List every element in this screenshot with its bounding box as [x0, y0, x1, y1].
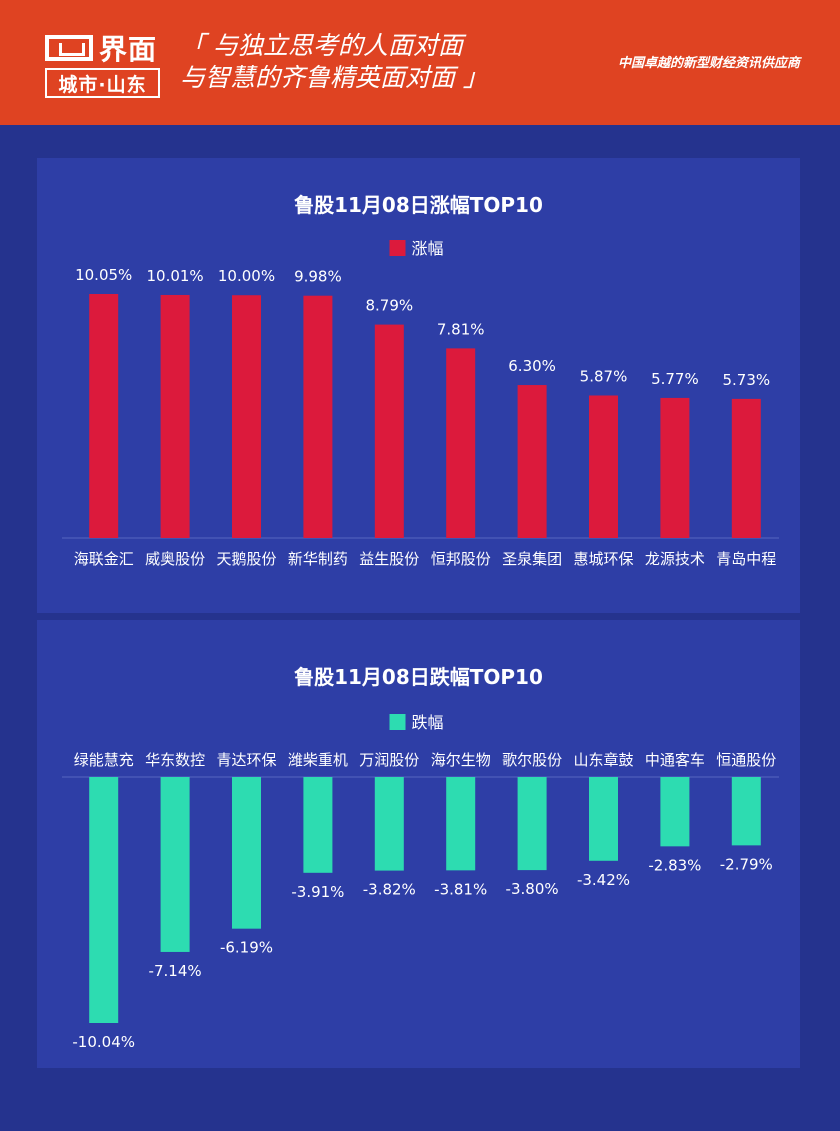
data-label: -7.14% — [149, 962, 202, 980]
data-label: 10.05% — [75, 266, 132, 284]
data-label: -2.83% — [648, 856, 701, 874]
tick-label: 恒邦股份 — [431, 550, 491, 568]
tick-label: 新华制药 — [288, 550, 348, 568]
tick-label: 龙源技术 — [645, 550, 705, 568]
bar-恒邦股份 — [446, 348, 476, 538]
bar-圣泉集团 — [517, 385, 547, 538]
data-label: -2.79% — [720, 855, 773, 873]
tick-label: 惠城环保 — [573, 550, 633, 568]
bar-青岛中程 — [731, 398, 761, 538]
losers-panel: 鲁股11月08日跌幅TOP10 跌幅 -10.04% 绿能慧充 -7.14% 华东数控 -6… — [37, 620, 800, 1068]
data-label: -3.80% — [506, 880, 559, 898]
bar-潍柴重机 — [303, 777, 333, 873]
tick-label: 绿能慧充 — [74, 751, 134, 769]
tick-label: 歌尔股份 — [502, 751, 562, 769]
tick-label: 青岛中程 — [716, 550, 776, 568]
data-label: -6.19% — [220, 939, 273, 957]
bar-新华制药 — [303, 295, 333, 538]
tick-label: 青达环保 — [216, 751, 276, 769]
bar-海联金汇 — [89, 294, 119, 538]
data-label: -3.82% — [363, 881, 416, 899]
tick-label: 万润股份 — [359, 751, 419, 769]
data-label: -10.04% — [72, 1033, 135, 1051]
legend-swatch — [389, 714, 406, 730]
bar-歌尔股份 — [517, 777, 547, 871]
data-label: 5.87% — [580, 367, 628, 385]
gainers-chart: 鲁股11月08日涨幅TOP10 涨幅 10.05% 海联金汇 10.01% 威奥股份 10.… — [62, 193, 779, 568]
data-label: 10.00% — [218, 267, 275, 285]
bar-山东章鼓 — [589, 777, 618, 861]
legend-swatch — [389, 240, 406, 256]
data-label: 8.79% — [365, 297, 413, 315]
bar-绿能慧充 — [89, 777, 119, 1023]
bar-龙源技术 — [660, 397, 690, 538]
logo-text: 界面 — [99, 33, 158, 66]
slogan: 「 与独立思考的人面对面 与智慧的齐鲁精英面对面 」 — [180, 30, 488, 94]
losers-chart: 鲁股11月08日跌幅TOP10 跌幅 -10.04% 绿能慧充 -7.14% 华东数控 -6… — [62, 665, 779, 1051]
data-label: 5.77% — [651, 370, 699, 388]
data-label: -3.42% — [577, 871, 630, 889]
data-label: 10.01% — [146, 267, 203, 285]
slogan-line-2: 与智慧的齐鲁精英面对面 」 — [180, 63, 488, 92]
tick-label: 恒通股份 — [716, 751, 776, 769]
slogan-line-1: 「 与独立思考的人面对面 — [180, 31, 463, 60]
tick-label: 华东数控 — [145, 751, 205, 769]
logo-subtitle: 城市·山东 — [45, 68, 160, 98]
tick-label: 威奥股份 — [145, 550, 205, 568]
header-banner: 界面 城市·山东 「 与独立思考的人面对面 与智慧的齐鲁精英面对面 」 中国卓越… — [0, 0, 840, 125]
data-label: -3.81% — [434, 880, 487, 898]
gainers-panel: 鲁股11月08日涨幅TOP10 涨幅 10.05% 海联金汇 10.01% 威奥股份 10.… — [37, 158, 800, 613]
legend-label: 涨幅 — [412, 239, 444, 258]
tagline: 中国卓越的新型财经资讯供应商 — [617, 56, 800, 71]
bar-华东数控 — [160, 777, 190, 952]
data-label: 6.30% — [508, 357, 556, 375]
chart-title: 鲁股11月08日跌幅TOP10 — [294, 665, 543, 689]
data-label: 9.98% — [294, 268, 342, 286]
bar-万润股份 — [374, 777, 404, 871]
tick-label: 海尔生物 — [431, 751, 491, 769]
logo: 界面 — [45, 30, 160, 66]
bar-威奥股份 — [160, 294, 190, 538]
bar-海尔生物 — [446, 777, 476, 871]
tick-label: 山东章鼓 — [573, 751, 633, 769]
tick-label: 圣泉集团 — [502, 550, 562, 568]
legend-label: 跌幅 — [412, 713, 444, 732]
data-label: -3.91% — [291, 883, 344, 901]
bar-青达环保 — [232, 777, 261, 929]
bar-惠城环保 — [589, 395, 618, 538]
tick-label: 海联金汇 — [74, 550, 134, 568]
tick-label: 天鹅股份 — [216, 550, 276, 568]
data-label: 7.81% — [437, 320, 485, 338]
bar-益生股份 — [374, 324, 404, 538]
tick-label: 中通客车 — [645, 751, 705, 769]
tick-label: 益生股份 — [359, 550, 419, 568]
data-label: 5.73% — [722, 371, 770, 389]
logo-mark-icon — [45, 35, 93, 61]
tick-label: 潍柴重机 — [288, 751, 348, 769]
bar-天鹅股份 — [232, 295, 261, 538]
bar-恒通股份 — [731, 777, 761, 846]
bar-中通客车 — [660, 777, 690, 847]
chart-title: 鲁股11月08日涨幅TOP10 — [294, 193, 543, 217]
